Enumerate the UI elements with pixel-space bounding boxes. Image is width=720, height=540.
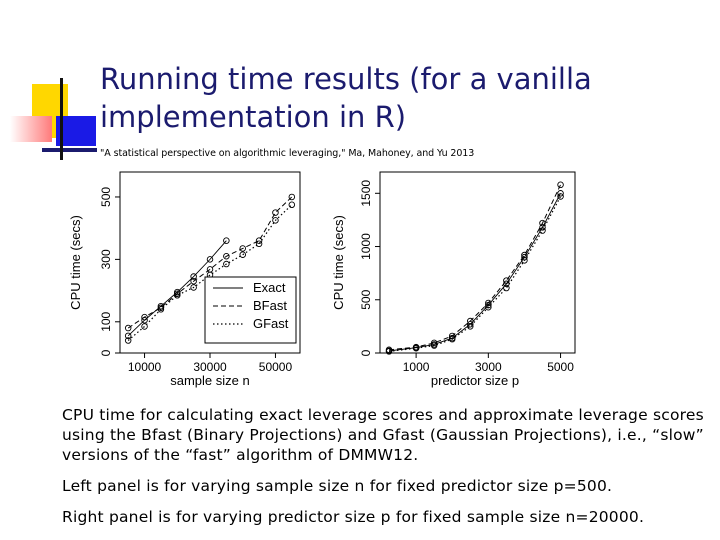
series-line-exact	[388, 193, 561, 352]
series-line-bfast	[388, 184, 562, 351]
data-point-gfast	[385, 348, 393, 355]
data-point-gfast	[157, 306, 165, 313]
data-point-gfast	[539, 227, 546, 234]
data-point-bfast	[539, 219, 546, 227]
data-point-exact	[223, 237, 230, 244]
deco-vertical-line	[60, 78, 63, 160]
data-point-gfast	[141, 323, 148, 330]
data-point-gfast	[124, 337, 132, 344]
x-tick-label: 1000	[403, 360, 430, 374]
x-tick-label: 50000	[259, 360, 293, 374]
data-point-gfast	[448, 335, 456, 343]
data-point-bfast	[190, 277, 197, 285]
y-tick-label: 300	[99, 249, 113, 269]
deco-navy-line	[42, 148, 97, 152]
data-point-bfast	[503, 277, 510, 284]
data-point-gfast	[430, 342, 438, 349]
data-point-gfast	[521, 257, 528, 264]
x-tick-label: 30000	[193, 360, 227, 374]
data-point-gfast	[485, 303, 492, 311]
data-point-gfast	[190, 284, 197, 291]
y-tick-label: 100	[99, 311, 113, 331]
data-point-exact	[557, 190, 564, 197]
y-tick-label: 1000	[359, 233, 373, 260]
data-point-bfast	[430, 339, 438, 347]
legend-label-exact: Exact	[253, 280, 286, 295]
data-point-gfast	[239, 251, 246, 258]
left-panel: 10000 30000 50000 0 100 300 500 sample size n CP…	[68, 171, 301, 388]
data-point-exact	[124, 332, 132, 340]
y-tick-label: 1500	[359, 180, 373, 207]
right-panel-note: Right panel is for varying predictor siz…	[62, 508, 645, 526]
caption-paragraph: CPU time for calculating exact leverage …	[62, 406, 704, 464]
x-axis-title: sample size n	[170, 373, 249, 388]
right-panel: 1000 3000 5000 0 500 1000 1500 predictor size p…	[331, 171, 576, 388]
series-line-gfast	[388, 196, 562, 352]
data-point-bfast	[124, 324, 132, 332]
x-axis-title: predictor size p	[431, 373, 519, 388]
data-point-exact	[539, 224, 546, 231]
data-point-bfast	[239, 245, 246, 252]
data-point-gfast	[272, 217, 279, 224]
data-point-bfast	[141, 313, 148, 321]
data-point-bfast	[223, 253, 230, 260]
y-tick-label: 500	[99, 187, 113, 207]
y-axis-title: CPU time (secs)	[331, 215, 346, 310]
data-point-gfast	[174, 292, 181, 299]
y-tick-label: 500	[359, 289, 373, 309]
deco-pink-block	[10, 116, 52, 142]
page-title: Running time results (for a vanilla impl…	[100, 62, 592, 134]
data-point-exact	[206, 256, 214, 263]
plot-frame	[379, 171, 576, 354]
data-point-gfast	[255, 240, 263, 248]
data-point-gfast	[412, 344, 420, 352]
data-point-bfast	[485, 299, 492, 307]
data-point-gfast	[288, 201, 296, 209]
x-tick-label: 5000	[547, 360, 574, 374]
x-tick-label: 3000	[475, 360, 502, 374]
body-text: CPU time for calculating exact leverage …	[62, 405, 717, 538]
citation: "A statistical perspective on algorithmi…	[100, 148, 475, 159]
data-point-gfast	[557, 193, 564, 200]
data-point-gfast	[223, 260, 230, 268]
series-line-gfast	[127, 204, 293, 341]
y-tick-label: 0	[359, 349, 373, 356]
legend-label-gfast: GFast	[253, 316, 289, 331]
data-point-bfast	[288, 193, 296, 201]
legend-label-bfast: BFast	[253, 298, 287, 313]
data-point-gfast	[467, 323, 474, 330]
y-axis-title: CPU time (secs)	[68, 215, 83, 310]
y-tick-label: 0	[99, 349, 113, 356]
data-point-exact	[190, 273, 197, 280]
x-tick-label: 10000	[128, 360, 162, 374]
data-point-gfast	[503, 284, 510, 292]
left-panel-note: Left panel is for varying sample size n …	[62, 477, 613, 495]
data-point-bfast	[557, 181, 564, 189]
series-line-bfast	[127, 196, 293, 329]
data-point-bfast	[272, 209, 279, 216]
